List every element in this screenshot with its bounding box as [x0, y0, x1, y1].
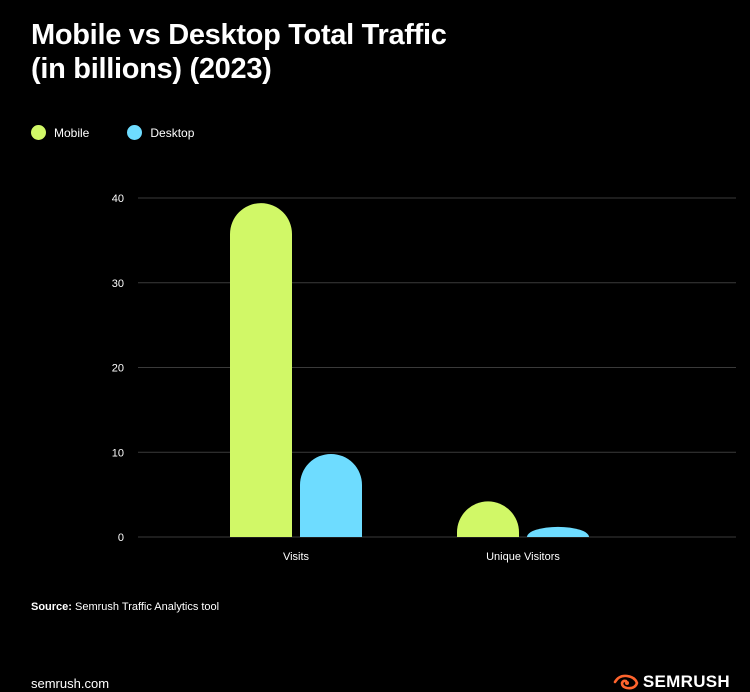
bar-mobile-unique-visitors [457, 501, 519, 537]
brand-logo: SEMRUSH [613, 672, 730, 692]
bar-desktop-visits [300, 453, 362, 537]
y-tick-label-20: 20 [112, 363, 124, 375]
y-tick-label-10: 10 [112, 447, 124, 459]
y-tick-label-30: 30 [112, 278, 124, 290]
footer-site-url: semrush.com [31, 676, 110, 691]
source-note: Source: Semrush Traffic Analytics tool [31, 601, 219, 613]
chart-title-line-1: Mobile vs Desktop Total Traffic [31, 19, 447, 51]
semrush-fire-icon [613, 674, 639, 690]
bar-mobile-visits [230, 203, 292, 537]
source-label: Source: [31, 601, 72, 613]
brand-name: SEMRUSH [642, 672, 730, 691]
y-tick-label-0: 0 [118, 532, 124, 544]
legend-swatch-desktop [127, 125, 143, 140]
legend-swatch-mobile [31, 125, 46, 140]
chart-title-line-2: (in billions) (2023) [31, 53, 272, 85]
source-text: Semrush Traffic Analytics tool [71, 601, 220, 613]
y-tick-label-40: 40 [112, 193, 124, 205]
chart-title: Mobile vs Desktop Total Traffic (in bill… [31, 18, 631, 86]
chart-legend: Mobile Desktop [31, 125, 232, 140]
bar-chart: 0 10 20 30 40 Visits Unique Visitors [112, 193, 736, 563]
x-tick-label-unique-visitors: Unique Visitors [486, 551, 560, 563]
legend-item-mobile: Mobile [31, 125, 89, 140]
bar-desktop-unique-visitors [527, 526, 589, 537]
legend-item-desktop: Desktop [127, 125, 194, 140]
legend-label-desktop: Desktop [150, 125, 195, 140]
x-tick-label-visits: Visits [283, 551, 310, 563]
legend-label-mobile: Mobile [54, 125, 90, 140]
